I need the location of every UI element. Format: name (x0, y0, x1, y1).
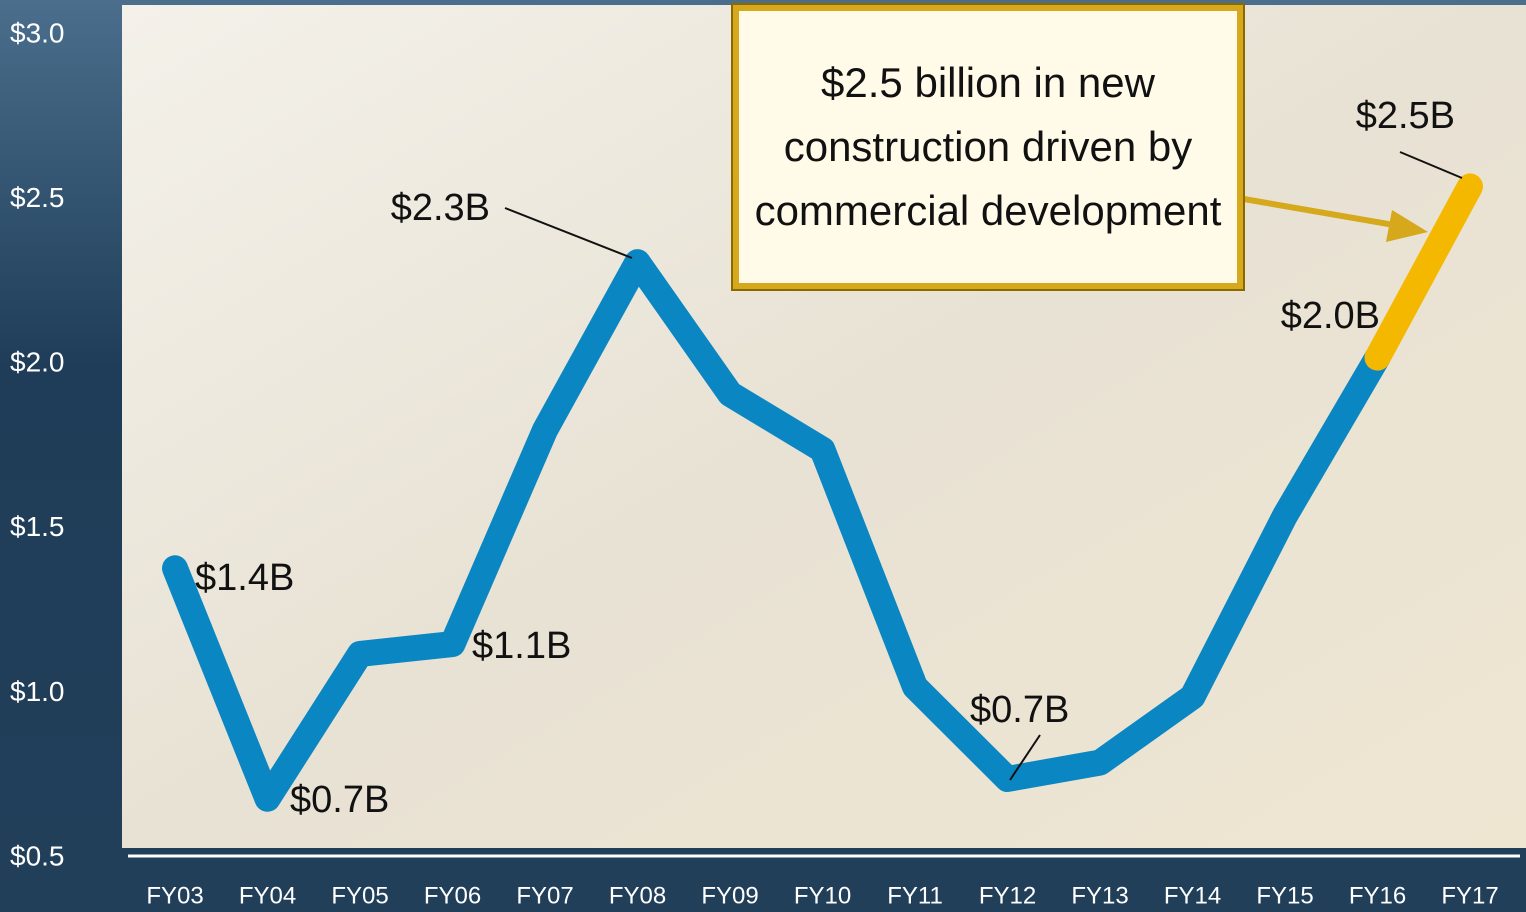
leader-line (1009, 734, 1041, 781)
y-tick-label: $2.0 (10, 347, 65, 378)
x-tick-label: FY17 (1441, 882, 1498, 909)
data-label: $0.7B (290, 779, 389, 821)
y-tick-label: $3.0 (10, 17, 65, 48)
x-tick-label: FY15 (1256, 882, 1313, 909)
data-label: $1.4B (195, 557, 294, 599)
x-tick-label: FY06 (424, 882, 481, 909)
x-tick-label: FY14 (1164, 882, 1221, 909)
leader-line (1399, 151, 1463, 179)
annotation-arrowhead (1386, 210, 1428, 242)
data-label: $2.0B (1281, 295, 1380, 337)
x-tick-label: FY09 (701, 882, 758, 909)
x-tick-label: FY05 (331, 882, 388, 909)
data-line (1364, 173, 1483, 371)
data-line (162, 249, 1391, 812)
y-tick-label: $1.0 (10, 676, 65, 707)
annotation-arrow (1237, 195, 1401, 229)
x-tick-label: FY03 (146, 882, 203, 909)
x-tick-label: FY08 (609, 882, 666, 909)
data-label: $2.3B (391, 187, 490, 229)
leader-line (504, 207, 633, 259)
data-label: $0.7B (970, 689, 1069, 731)
data-label: $2.5B (1356, 95, 1455, 137)
x-tick-label: FY04 (239, 882, 296, 909)
y-tick-label: $2.5 (10, 182, 65, 213)
x-tick-label: FY10 (794, 882, 851, 909)
x-tick-label: FY16 (1349, 882, 1406, 909)
x-tick-label: FY07 (516, 882, 573, 909)
data-label: $1.1B (472, 625, 571, 667)
x-tick-label: FY11 (887, 882, 943, 909)
x-tick-label: FY12 (979, 882, 1036, 909)
x-tick-label: FY13 (1071, 882, 1128, 909)
annotation-box: $2.5 billion in new construction driven … (733, 5, 1243, 289)
y-tick-label: $1.5 (10, 511, 65, 542)
y-tick-label: $0.5 (10, 840, 65, 871)
